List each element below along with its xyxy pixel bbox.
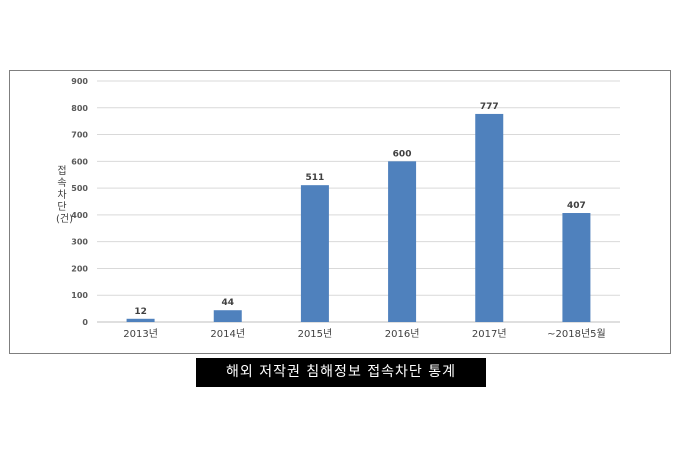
y-tick-label: 500 [71, 184, 88, 193]
bar [300, 185, 329, 322]
x-tick-label: 2017년 [472, 328, 507, 340]
y-tick-label: 300 [71, 238, 88, 247]
bar [388, 161, 417, 322]
bar [126, 318, 155, 322]
chart-caption: 해외 저작권 침해정보 접속차단 통계 [196, 358, 486, 387]
y-tick-label: 800 [71, 104, 88, 113]
y-tick-label: 0 [82, 318, 88, 327]
data-label: 407 [567, 201, 586, 211]
x-tick-label: 2016년 [385, 328, 420, 340]
y-tick-label: 100 [71, 291, 88, 300]
data-label: 511 [306, 173, 325, 183]
data-label: 777 [480, 102, 499, 112]
bar [475, 113, 504, 322]
bar [562, 213, 591, 322]
x-tick-label: ~2018년5월 [547, 328, 606, 340]
y-tick-label: 400 [71, 211, 88, 220]
x-tick-label: 2015년 [298, 328, 333, 340]
data-label: 12 [134, 307, 147, 317]
x-tick-label: 2013년 [123, 328, 158, 340]
x-tick-label: 2014년 [210, 328, 245, 340]
y-tick-label: 600 [71, 157, 88, 166]
data-label: 44 [221, 298, 234, 308]
data-label: 600 [393, 149, 412, 159]
y-tick-label: 700 [71, 131, 88, 140]
y-tick-label: 200 [71, 264, 88, 273]
chart-frame [9, 70, 671, 354]
bar [213, 310, 242, 322]
y-tick-label: 900 [71, 77, 88, 86]
y-axis-label: 접속차단(건) [56, 166, 74, 225]
